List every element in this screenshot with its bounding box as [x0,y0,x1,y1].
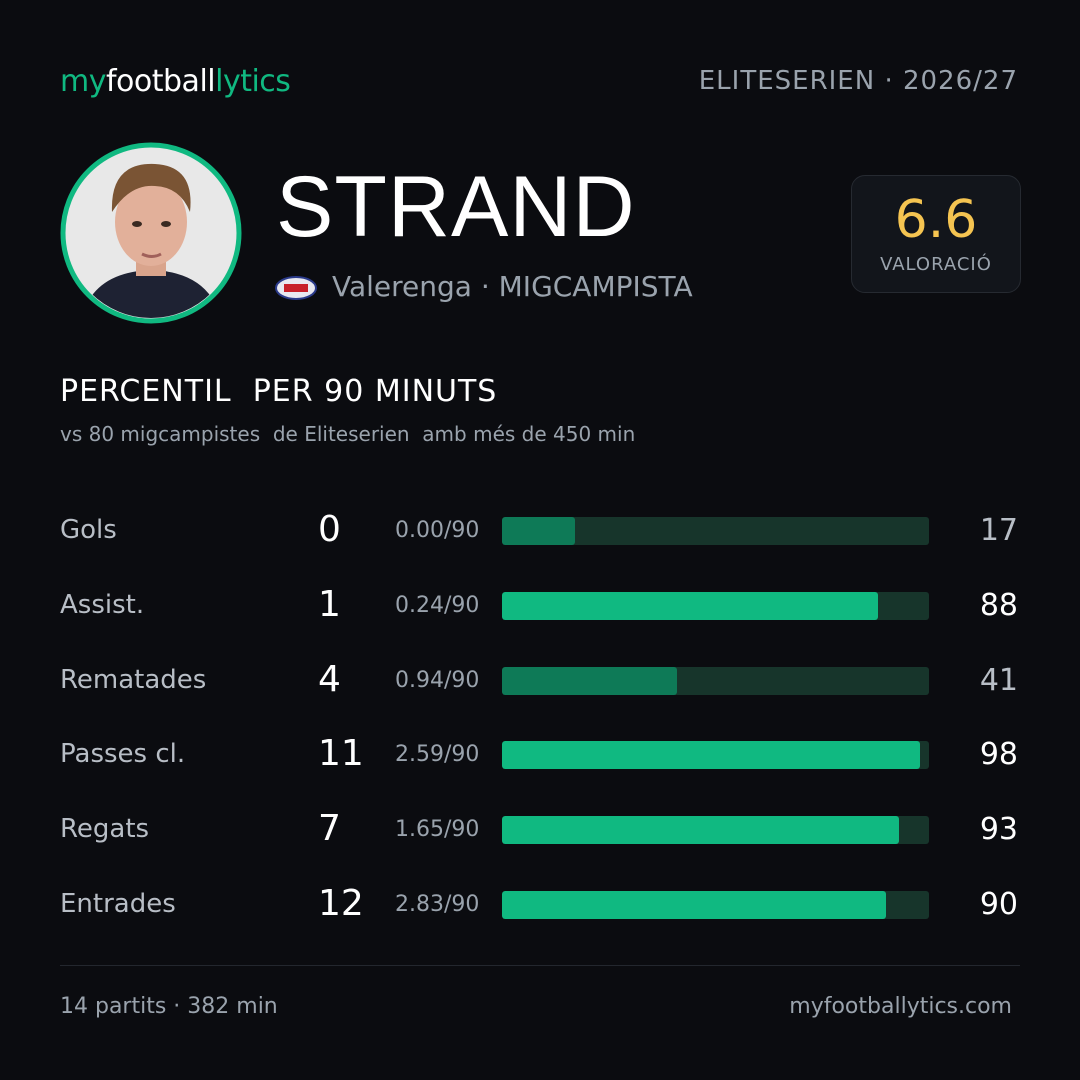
stat-total: 1 [318,583,341,625]
stat-total: 12 [318,883,364,924]
stat-total: 11 [318,733,364,775]
club-position: Valerenga · MIGCAMPISTA [332,270,693,303]
bar-track [502,666,929,695]
stat-label: Gols [60,515,117,545]
stat-per90: 0.00/90 [395,518,480,543]
stat-per90: 2.59/90 [395,742,480,768]
percentile-value: 98 [979,737,1018,773]
footer-site: myfootballytics.com [789,994,1012,1019]
percentile-bar [502,891,887,919]
player-name: STRAND [276,159,636,255]
stat-total: 0 [318,509,341,550]
stat-total: 4 [318,658,341,700]
percentile-value: 41 [979,662,1018,698]
section-title: PERCENTIL PER 90 MINUTS [60,374,498,409]
stat-label: Passes cl. [60,739,186,770]
stat-per90: 0.24/90 [395,592,480,618]
percentile-value: 17 [979,513,1018,548]
percentile-value: 93 [979,812,1018,848]
percentile-bar [502,816,900,845]
rating-label: VALORACIÓ [880,254,992,275]
brand: myfootballlytics [60,64,291,99]
stat-label: Regats [60,814,150,845]
percentile-bar [502,517,575,545]
stat-per90: 0.94/90 [395,667,480,693]
percentile-value: 90 [979,887,1018,922]
stat-total: 7 [318,808,341,850]
bar-track [502,891,929,919]
percentile-bar [502,741,921,770]
stat-per90: 1.65/90 [395,817,480,843]
stat-per90: 2.83/90 [395,892,480,917]
rating: 6.6 [894,190,978,250]
footer-stats: 14 partits · 382 min [60,994,278,1019]
brand-part: my [60,64,106,99]
bar-track [502,816,929,845]
bar-track [502,591,929,620]
section-subtitle: vs 80 migcampistes de Eliteserien amb mé… [60,422,636,446]
stat-label: Entrades [60,889,176,919]
percentile-value: 88 [979,587,1018,623]
percentile-bar [502,666,678,695]
percentile-bar [502,591,878,620]
stat-label: Assist. [60,589,145,620]
player-photo [60,142,242,324]
brand-part: football [105,64,216,99]
brand-part: lytics [215,64,291,99]
bar-track [502,741,929,770]
rating-box: 6.6 VALORACIÓ [851,175,1021,293]
club-badge [275,276,317,300]
league: ELITESERIEN · 2026/27 [698,66,1018,96]
divider [60,965,1020,966]
stat-label: Rematades [60,664,207,695]
bar-track [502,517,929,545]
